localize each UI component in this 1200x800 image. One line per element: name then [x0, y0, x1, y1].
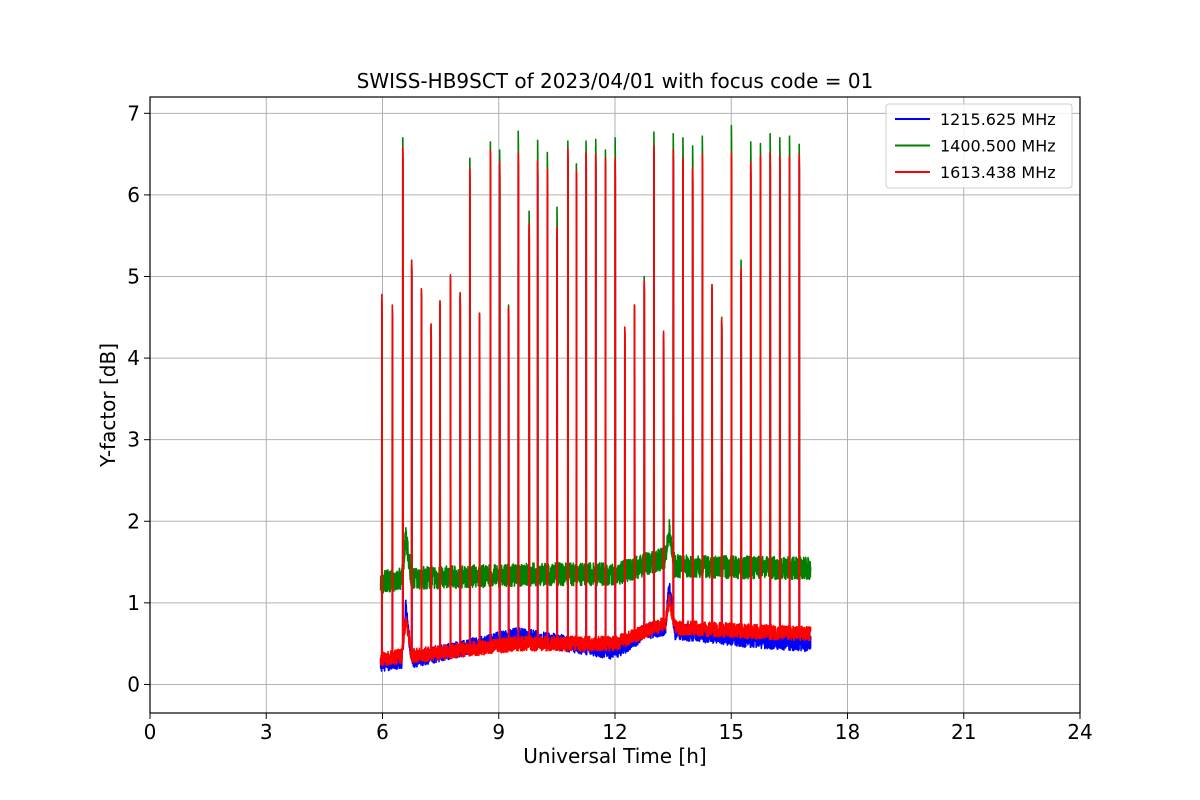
x-tick-label: 24 [1067, 720, 1092, 744]
y-axis-ticks: 0 1 2 3 4 5 6 7 [127, 101, 150, 696]
x-tick-label: 12 [602, 720, 627, 744]
x-axis-label: Universal Time [h] [523, 744, 706, 768]
x-tick-label: 6 [376, 720, 389, 744]
legend: 1215.625 MHz 1400.500 MHz 1613.438 MHz [885, 103, 1073, 189]
y-tick-label: 6 [127, 183, 140, 207]
legend-label: 1613.438 MHz [940, 163, 1056, 182]
x-tick-label: 15 [719, 720, 744, 744]
legend-label: 1215.625 MHz [940, 110, 1056, 129]
x-tick-label: 21 [951, 720, 976, 744]
x-tick-label: 0 [144, 720, 157, 744]
series-line-3 [379, 145, 812, 667]
series-layer [379, 124, 812, 672]
x-axis-ticks: 0 3 6 9 12 15 18 21 24 [144, 713, 1093, 744]
y-tick-label: 2 [127, 509, 140, 533]
x-tick-label: 3 [260, 720, 273, 744]
chart-title: SWISS-HB9SCT of 2023/04/01 with focus co… [357, 69, 874, 93]
y-tick-label: 5 [127, 264, 140, 288]
legend-box [885, 103, 1073, 189]
y-tick-label: 1 [127, 591, 140, 615]
legend-label: 1400.500 MHz [940, 137, 1056, 156]
y-tick-label: 3 [127, 428, 140, 452]
y-axis-label: Y-factor [dB] [96, 343, 120, 468]
y-tick-label: 0 [127, 672, 140, 696]
x-tick-label: 9 [492, 720, 505, 744]
plot-area [379, 124, 812, 672]
y-tick-label: 7 [127, 101, 140, 125]
y-tick-label: 4 [127, 346, 140, 370]
x-tick-label: 18 [835, 720, 860, 744]
